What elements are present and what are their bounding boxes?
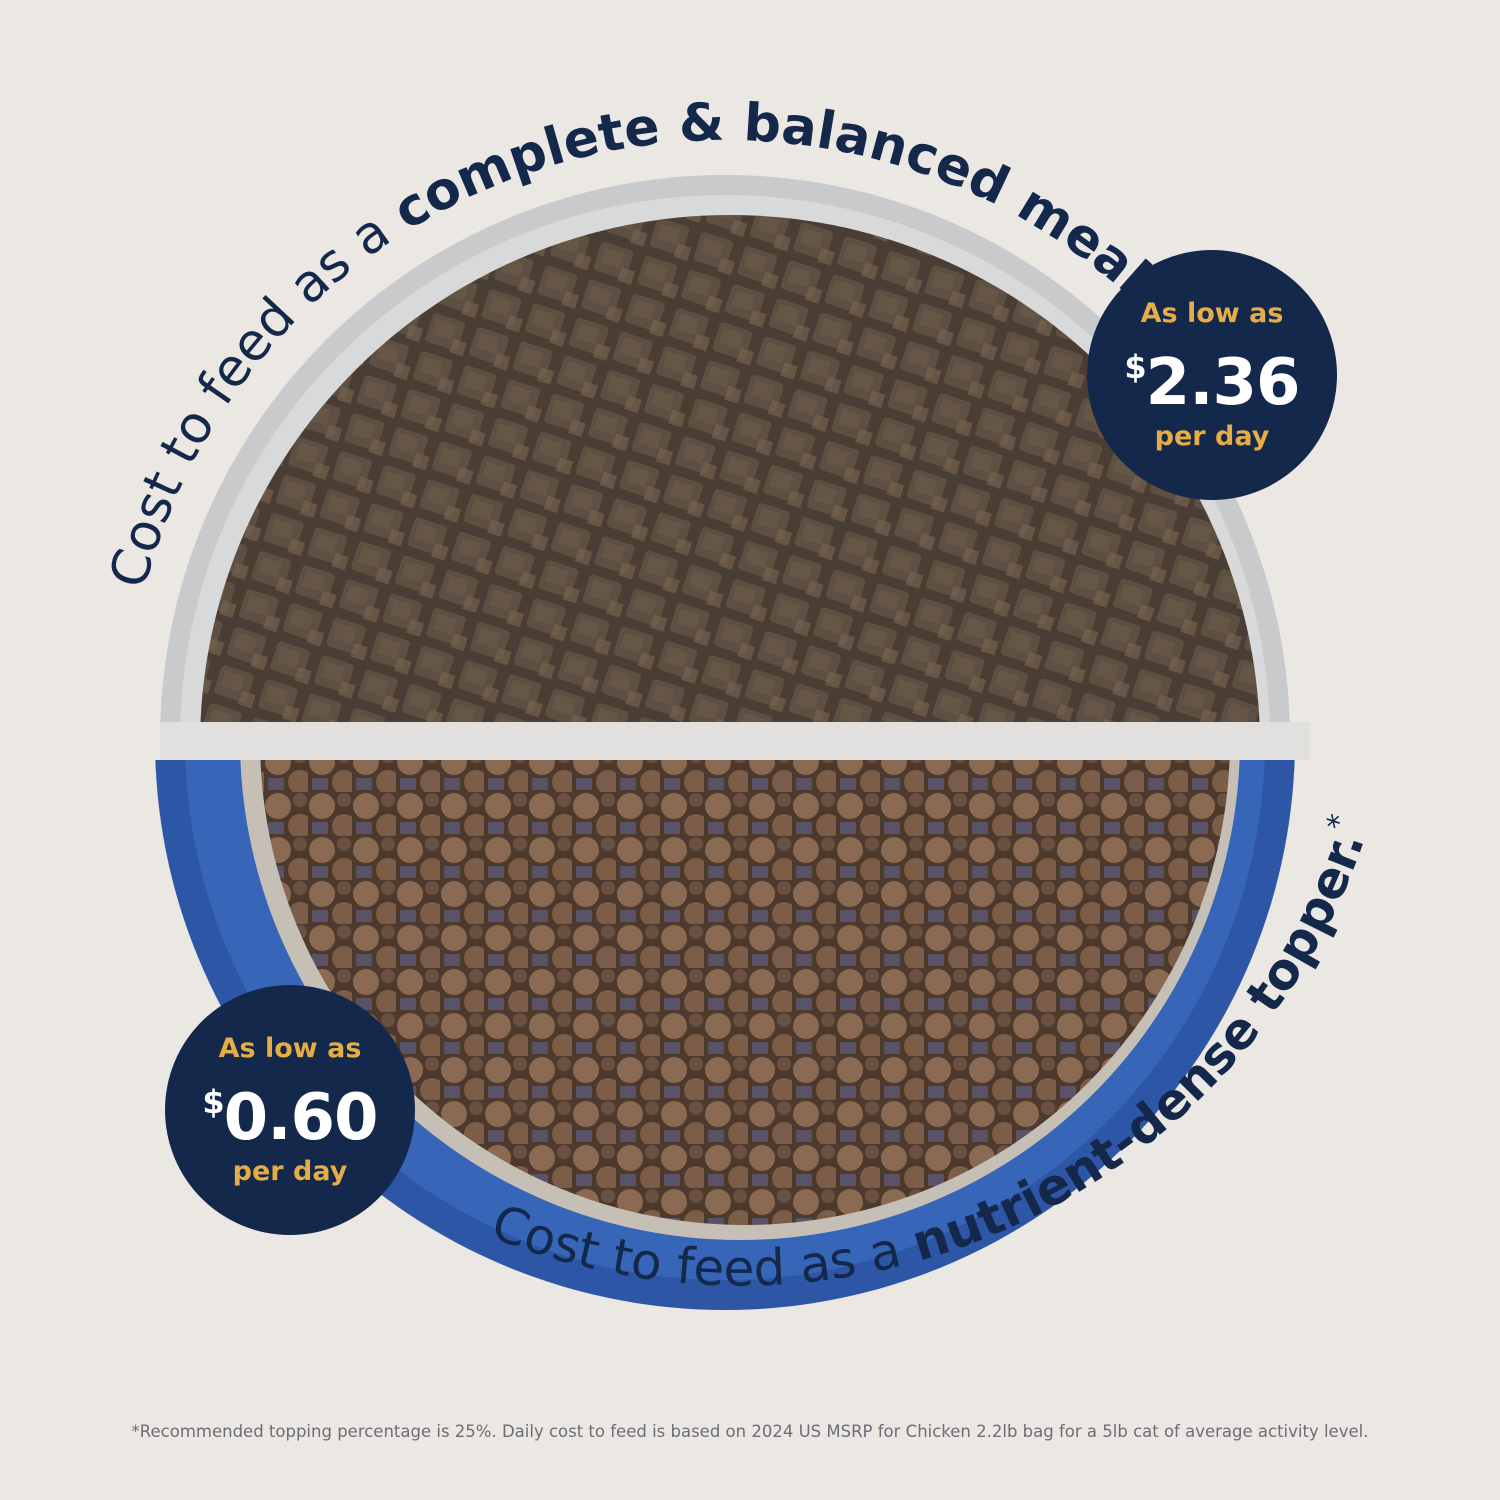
meal-price-badge: As low as $2.36 per day <box>1087 250 1337 500</box>
complete-meal-bowl <box>160 175 1290 722</box>
divider <box>160 722 1310 760</box>
badge-price: $2.36 <box>1124 346 1300 420</box>
topper-bowl <box>155 760 1295 1310</box>
badge-label-top: As low as <box>1140 298 1284 329</box>
topper-price-badge: As low as $0.60 per day <box>165 985 415 1235</box>
badge-label-bottom: per day <box>232 1156 348 1187</box>
badge-price: $0.60 <box>202 1081 378 1155</box>
footnote: *Recommended topping percentage is 25%. … <box>131 1422 1369 1441</box>
badge-label-top: As low as <box>218 1033 362 1064</box>
badge-label-bottom: per day <box>1154 421 1270 452</box>
